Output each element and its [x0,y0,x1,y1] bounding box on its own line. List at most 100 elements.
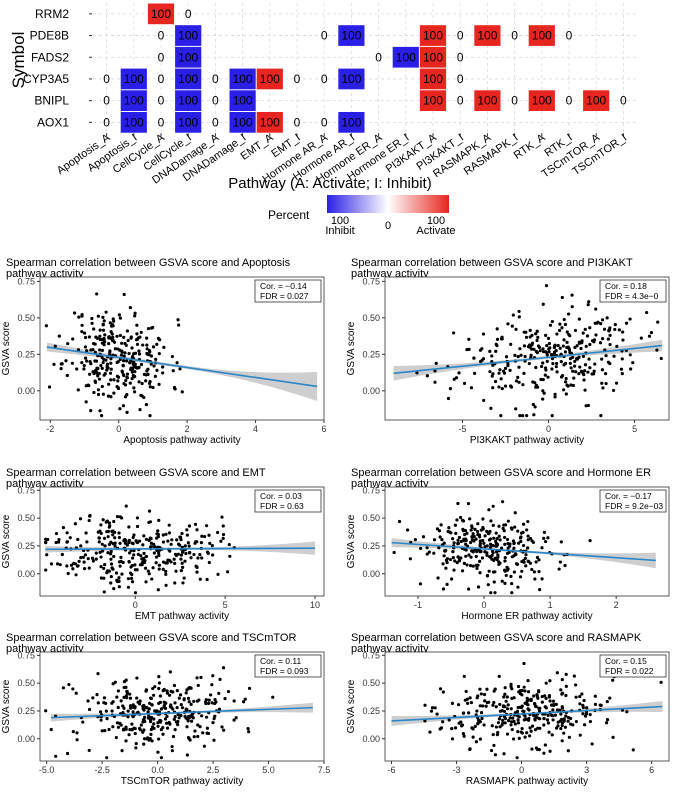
scatter-point [469,700,473,705]
scatter-point [99,565,103,569]
scatter-point [131,556,135,560]
scatter-point [503,721,507,725]
scatter-point [164,572,168,576]
scatter-point [112,340,117,344]
scatter-point [503,556,507,560]
scatter-point [117,535,122,540]
scatter-point [526,707,530,711]
scatter-point [164,721,169,725]
scatter-point [600,368,605,372]
scatter-point [408,557,412,561]
scatter-point [538,349,542,353]
scatter-point [171,369,175,373]
scatter-point [492,580,496,584]
scatter-point [243,697,247,701]
scatter-point [158,700,163,704]
scatter-point [446,529,450,534]
scatter-point [176,712,180,717]
scatter-point [430,706,435,710]
scatter-point [150,739,154,743]
scatter-point [531,402,535,407]
scatter-point [513,511,517,515]
scatter-point [150,703,154,707]
scatter-point [185,533,189,537]
scatter-point [169,689,173,693]
scatter-point [183,559,187,563]
scatter-point [149,732,153,736]
scatter-point [189,556,193,560]
scatter-point [533,701,537,706]
heatmap-cell-label: 0 [103,115,110,129]
scatter-point [93,369,98,373]
scatter-point [180,706,185,710]
scatter-point [521,543,526,548]
heatmap-cell-label: 0 [511,94,518,108]
scatter-point [565,340,569,344]
correlation-label: Cor. = 0.18 [605,281,647,291]
scatter-point [452,541,456,545]
scatter-point [183,714,187,718]
scatter-point [146,569,150,573]
scatter-point [126,338,130,343]
scatter-point [601,386,605,390]
scatter-point [127,525,131,529]
scatter-point [516,529,520,533]
x-tick-label: 5 [632,424,637,434]
scatter-point [529,353,533,357]
scatter-point [496,721,501,725]
scatter-point [152,722,156,726]
scatter-point [570,293,574,297]
scatter-point [101,518,105,522]
scatter-point [560,717,564,721]
scatter-point [102,373,106,377]
scatter-point [98,550,102,554]
scatter-point [558,708,562,712]
scatter-point [441,720,445,724]
scatter-point [144,580,148,584]
scatter-point [441,587,446,591]
scatter-point [171,734,176,739]
scatter-point [498,368,502,372]
scatter-point [148,350,152,354]
scatter-point [177,323,181,327]
scatter-point [119,353,124,357]
scatter-point [191,716,195,720]
scatter-point [486,583,490,587]
scatter-point [121,363,125,367]
scatter-point [553,713,558,717]
scatter-point [110,701,114,705]
scatter-point [588,366,592,370]
scatter-point [152,542,156,547]
scatter-points [44,504,236,595]
scatter-point [451,550,455,554]
scatter-point [179,553,183,557]
scatter-point [96,672,100,676]
scatter-point [524,564,528,568]
scatter-point [186,735,191,740]
scatter-point [82,364,86,368]
legend-title: Percent [268,208,310,222]
scatter-point [475,696,479,700]
scatter-point [71,730,75,734]
scatter-point [479,711,484,715]
scatter-point [593,362,597,366]
scatter-point [82,560,86,564]
scatter-point [88,372,92,376]
scatter-point [516,721,521,725]
scatter-point [567,735,571,739]
scatter-point [564,376,568,381]
panel-title: Spearman correlation between GSVA score … [351,257,633,269]
scatter-point [562,717,566,721]
scatter-point [522,330,526,334]
x-tick-label: 7.5 [318,765,331,775]
scatter-point [201,731,205,735]
scatter-point [560,326,564,330]
scatter-point [181,581,185,585]
scatter-point [415,371,419,375]
scatter-point [178,693,183,697]
scatter-point [585,334,590,338]
scatter-point [564,392,568,396]
scatter-point [547,730,551,734]
scatter-point [656,320,660,324]
scatter-point [116,347,120,351]
